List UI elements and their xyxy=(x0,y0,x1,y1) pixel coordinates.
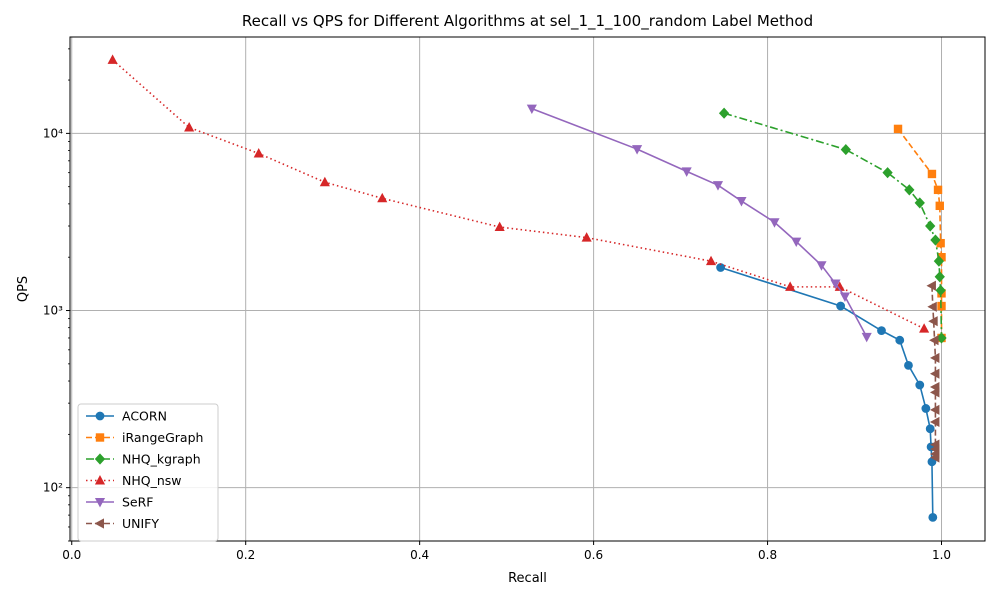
irangegraph-point xyxy=(935,201,944,211)
legend-label: NHQ_nsw xyxy=(122,473,182,488)
legend-marker xyxy=(95,411,105,421)
series-serf xyxy=(526,104,872,343)
irangegraph-point xyxy=(927,169,937,179)
unify-point xyxy=(929,368,940,379)
acorn-point xyxy=(877,326,886,336)
nhq-kgraph-point xyxy=(914,197,925,209)
nhq-kgraph-point xyxy=(930,234,941,246)
serf-point xyxy=(712,181,724,191)
nhq-kgraph-point xyxy=(840,144,851,156)
y-tick-label: 10³ xyxy=(43,304,63,318)
x-tick-label: 0.6 xyxy=(584,548,603,562)
nhq-nsw-point xyxy=(494,221,505,232)
unify-point xyxy=(929,335,939,346)
unify-point xyxy=(928,316,938,327)
plot-frame xyxy=(69,36,986,542)
x-tick-label: 0.4 xyxy=(410,548,429,562)
legend-marker xyxy=(94,475,106,485)
serf-point xyxy=(526,104,537,115)
x-tick-label: 0.2 xyxy=(236,548,255,562)
x-tick-label: 1.0 xyxy=(932,548,951,562)
acorn-point xyxy=(921,404,931,413)
nhq-kgraph-point xyxy=(925,220,936,232)
legend-marker xyxy=(94,453,106,465)
legend-item-unify: UNIFY xyxy=(86,516,159,531)
nhq-nsw-point xyxy=(184,122,195,132)
serf-point xyxy=(791,237,802,248)
serf-point xyxy=(816,261,827,271)
chart-title: Recall vs QPS for Different Algorithms a… xyxy=(242,12,813,31)
acorn-point xyxy=(928,512,938,522)
nhq-kgraph-point xyxy=(882,167,893,179)
nhq-kgraph-point xyxy=(935,284,946,296)
nhq-nsw-point xyxy=(785,281,796,291)
nhq-nsw-point xyxy=(253,148,264,158)
legend-marker xyxy=(94,497,106,508)
serf-point xyxy=(769,218,780,228)
acorn-point xyxy=(895,335,905,345)
legend-item-nhq-kgraph: NHQ_kgraph xyxy=(86,452,201,467)
legend-label: SeRF xyxy=(122,495,154,510)
irangegraph-point xyxy=(893,124,903,134)
legend-item-nhq-nsw: NHQ_nsw xyxy=(86,473,182,488)
nhq-nsw-point xyxy=(319,176,330,187)
legend-item-serf: SeRF xyxy=(86,495,154,510)
serf-point xyxy=(839,292,851,302)
unify-point xyxy=(929,352,940,364)
series-nhq-kgraph xyxy=(718,107,947,344)
x-tick-label: 0.0 xyxy=(62,548,81,562)
y-axis-label: QPS xyxy=(16,276,31,302)
series-unify xyxy=(926,280,940,463)
nhq-kgraph-point xyxy=(904,184,915,196)
unify-point xyxy=(929,416,940,428)
nhq-kgraph-point xyxy=(934,271,945,283)
unify-point xyxy=(929,387,940,398)
acorn-point xyxy=(904,361,913,370)
axis-ticks: 0.0 0.2 0.4 0.6 0.8 1.0 10² 10³ 10⁴ xyxy=(43,48,951,562)
x-axis-label: Recall xyxy=(508,571,547,586)
legend-marker xyxy=(95,433,105,442)
acorn-point xyxy=(925,424,935,434)
nhq-nsw-point xyxy=(107,54,118,64)
serf-point xyxy=(861,332,872,343)
serf-point xyxy=(681,167,692,177)
nhq-kgraph-point xyxy=(933,255,945,267)
legend-label: iRangeGraph xyxy=(122,430,203,445)
irangegraph-point xyxy=(933,185,943,195)
unify-point xyxy=(926,280,936,291)
acorn-point xyxy=(836,301,846,311)
nhq-nsw-point xyxy=(581,232,592,242)
legend: ACORN iRangeGraph NHQ_kgraph NHQ_nsw SeRF UNI… xyxy=(77,403,219,542)
series-nhq-nsw xyxy=(107,54,930,333)
x-tick-label: 0.8 xyxy=(758,548,777,562)
y-tick-label: 10⁴ xyxy=(43,126,63,140)
nhq-kgraph-point xyxy=(718,107,730,119)
unify-point xyxy=(927,301,937,312)
series-layer xyxy=(107,54,947,522)
unify-point xyxy=(929,452,940,463)
legend-label: NHQ_kgraph xyxy=(122,452,201,467)
legend-label: ACORN xyxy=(122,409,167,424)
legend-marker xyxy=(94,518,104,529)
acorn-point xyxy=(915,380,925,390)
serf-point xyxy=(632,145,643,155)
nhq-nsw-point xyxy=(705,255,717,266)
unify-point xyxy=(929,404,940,415)
nhq-nsw-point xyxy=(377,192,388,203)
serf-point xyxy=(830,279,841,289)
legend-item-irangegraph: iRangeGraph xyxy=(86,430,203,445)
y-tick-label: 10² xyxy=(43,481,63,495)
serf-point xyxy=(736,197,747,207)
legend-item-acorn: ACORN xyxy=(86,409,167,424)
nhq-nsw-point xyxy=(919,323,930,333)
legend-label: UNIFY xyxy=(122,516,159,531)
